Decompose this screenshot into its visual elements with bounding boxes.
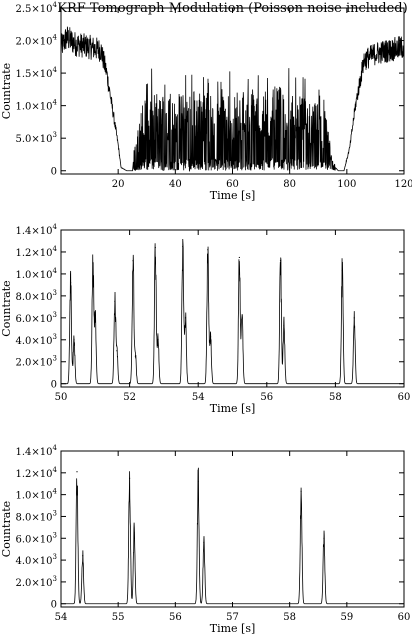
data-trace: [60, 26, 405, 172]
x-axis-label: Time [s]: [210, 622, 256, 635]
x-tick-label: 20: [112, 179, 125, 190]
x-tick-label: 56: [260, 392, 273, 403]
y-tick-label: 1.2×104: [16, 466, 58, 480]
peak-point-3: [92, 262, 94, 264]
x-tick-label: 58: [329, 392, 342, 403]
chart-title: KRF Tomograph Modulation (Poisson noise …: [57, 1, 407, 16]
peak-point-8: [134, 355, 137, 357]
y-tick-label: 1.5×104: [16, 66, 58, 80]
y-tick-label: 1.0×104: [16, 488, 58, 502]
x-axis-label: Time [s]: [210, 402, 256, 415]
y-tick-label: 1.4×104: [16, 444, 58, 458]
y-tick-label: 4.0×103: [16, 553, 57, 567]
plot-frame: [60, 229, 405, 388]
series-line: [60, 26, 405, 172]
peak-point-4: [133, 532, 135, 534]
x-tick-label: 59: [340, 612, 353, 623]
y-tick-label: 8.0×103: [16, 509, 57, 523]
chart-panel-1: 20 40 60 80 100 120 0 5.0×103 1.0×104 1.5×104 2.0×…: [0, 1, 412, 202]
peak-point-17: [279, 260, 282, 262]
peak-point-14: [209, 335, 212, 338]
peak-point-2: [73, 339, 75, 341]
y-tick-label: 1.2×104: [16, 245, 58, 259]
peak-point-20: [353, 317, 355, 319]
x-tick-label: 52: [123, 392, 136, 403]
peak-point-7: [300, 490, 302, 492]
y-tick-label: 0: [51, 600, 57, 611]
y-tick-label: 0: [51, 167, 57, 178]
peak-point-13: [207, 249, 209, 251]
plot-frame: [60, 450, 405, 608]
chart-panel-2: 50 52 54 56 58 60 0 2.0×103 4.0×103 6.0×103 8.0×10…: [0, 223, 410, 415]
peak-point-16: [241, 317, 243, 319]
peak-point-18: [283, 324, 285, 327]
x-tick-label: 60: [226, 179, 239, 190]
peak-point-5: [114, 300, 116, 302]
peak-point-9: [154, 246, 156, 249]
x-tick-label: 56: [169, 612, 182, 623]
y-tick-label: 2.0×103: [16, 575, 57, 589]
x-tick-label: 100: [337, 179, 356, 190]
x-tick-label: 60: [398, 392, 411, 403]
x-tick-label: 40: [169, 179, 182, 190]
peak-point-11: [182, 245, 184, 248]
y-tick-label: 1.4×104: [16, 223, 58, 237]
x-tick-label: 58: [283, 612, 296, 623]
peak-point-3: [129, 477, 131, 479]
peak-point-12: [184, 317, 187, 319]
y-tick-label: 1.0×104: [16, 267, 58, 281]
x-tick-label: 57: [226, 612, 239, 623]
peak-point-1: [76, 471, 78, 473]
y-tick-label: 6.0×103: [16, 311, 57, 325]
y-tick-label: 8.0×103: [16, 289, 57, 303]
y-tick-label: 0: [51, 380, 57, 391]
x-tick-label: 120: [394, 179, 412, 190]
data-trace: [61, 238, 404, 385]
peak-point-10: [157, 339, 159, 341]
x-tick-label: 80: [283, 179, 296, 190]
peak-point-8: [323, 537, 325, 539]
peak-point-6: [203, 542, 205, 544]
x-tick-label: 54: [192, 392, 205, 403]
x-tick-label: 50: [55, 392, 68, 403]
peak-point-15: [238, 256, 240, 259]
peak-point-1: [70, 282, 72, 284]
peak-point-7: [132, 260, 134, 262]
peak-point-4: [94, 317, 96, 319]
y-tick-label: 2.0×103: [16, 355, 57, 369]
y-tick-label: 2.5×104: [16, 1, 58, 15]
x-tick-label: 55: [112, 612, 125, 623]
peak-point-2: [82, 555, 84, 557]
y-axis-label: Countrate: [0, 63, 13, 119]
data-trace: [61, 467, 404, 605]
y-axis-label: Countrate: [0, 280, 13, 336]
series-line: [61, 467, 404, 605]
y-tick-label: 4.0×103: [16, 333, 57, 347]
peak-point-6: [116, 350, 118, 352]
y-tick-label: 6.0×103: [16, 531, 57, 545]
x-tick-label: 60: [398, 612, 411, 623]
y-tick-label: 1.0×104: [16, 99, 58, 113]
y-tick-label: 5.0×103: [16, 131, 57, 145]
peak-point-5: [197, 480, 199, 483]
x-axis-label: Time [s]: [210, 189, 256, 202]
y-axis-label: Countrate: [0, 501, 13, 557]
x-tick-label: 54: [55, 612, 68, 623]
chart-panel-3: 54 55 56 57 58 59 60 0 2.0×103 4.0×103 6.0×103 8.0×…: [0, 444, 410, 635]
series-line: [61, 238, 404, 385]
y-tick-label: 2.0×104: [16, 34, 58, 48]
peak-point-19: [341, 270, 343, 272]
